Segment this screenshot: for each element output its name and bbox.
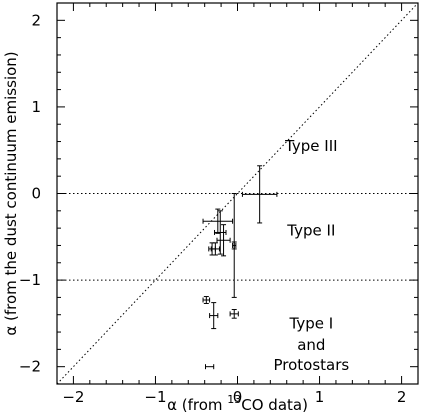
region-label: Type I bbox=[289, 314, 334, 332]
data-point bbox=[209, 302, 219, 330]
y-tick-label: 1 bbox=[31, 98, 41, 116]
data-point bbox=[208, 242, 216, 256]
data-point bbox=[202, 296, 211, 304]
data-point bbox=[202, 208, 234, 234]
data-point bbox=[231, 241, 237, 250]
y-axis-label: α (from the dust continuum emission) bbox=[2, 51, 20, 335]
x-axis-label: α (from 13CO data) bbox=[167, 393, 308, 414]
reference-line-diagonal bbox=[56, 2, 419, 385]
x-axis-label-sup: 13 bbox=[227, 393, 241, 406]
tick-labels: −2 −1 0 1 2 −2 −1 0 1 2 bbox=[19, 11, 406, 406]
data-point bbox=[205, 364, 215, 370]
y-tick-label: −2 bbox=[19, 358, 41, 376]
data-point bbox=[229, 309, 239, 319]
x-tick-label: 0 bbox=[233, 388, 243, 406]
region-label: Type II bbox=[286, 222, 335, 240]
axis-ticks bbox=[56, 2, 419, 385]
x-axis-label-post: CO data) bbox=[241, 396, 308, 414]
x-tick-label: 2 bbox=[397, 388, 407, 406]
region-label: Type III bbox=[284, 137, 338, 155]
data-point bbox=[216, 224, 231, 257]
data-point bbox=[241, 165, 278, 224]
data-points bbox=[202, 165, 278, 370]
region-labels: Type III Type II Type I and Protostars bbox=[273, 137, 349, 374]
y-tick-label: 0 bbox=[31, 185, 41, 203]
x-axis-label-pre: α (from bbox=[167, 396, 227, 414]
data-point bbox=[214, 210, 227, 255]
x-tick-label: 1 bbox=[315, 388, 325, 406]
y-tick-label: −1 bbox=[19, 271, 41, 289]
region-label: and bbox=[297, 336, 325, 354]
x-tick-label: −1 bbox=[144, 388, 166, 406]
region-label: Protostars bbox=[273, 356, 349, 374]
reference-lines bbox=[56, 2, 419, 385]
x-tick-label: −2 bbox=[62, 388, 84, 406]
y-tick-label: 2 bbox=[31, 11, 41, 29]
